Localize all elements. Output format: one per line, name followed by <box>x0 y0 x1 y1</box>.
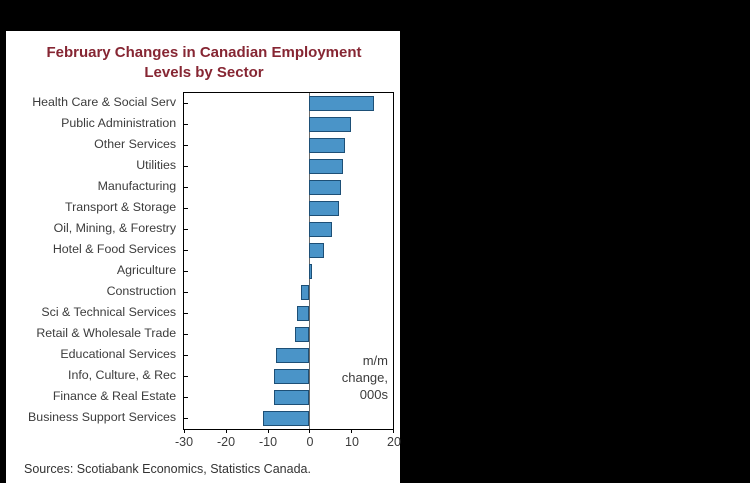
x-tick-label: -20 <box>216 434 236 449</box>
x-tick-label: 0 <box>306 434 314 449</box>
y-tick-mark <box>184 102 189 104</box>
category-label: Public Administration <box>61 115 177 130</box>
bar <box>309 95 375 111</box>
bar-row <box>184 387 393 408</box>
category-label: Hotel & Food Services <box>52 241 177 256</box>
y-tick-mark <box>184 144 189 146</box>
zero-axis-line <box>309 92 311 429</box>
x-tick-mark <box>225 428 227 433</box>
category-label: Oil, Mining, & Forestry <box>53 220 177 235</box>
y-tick-mark <box>184 354 189 356</box>
bar <box>276 347 310 363</box>
bar-row <box>184 177 393 198</box>
plot-area: m/m change, 000s <box>183 91 394 433</box>
category-labels: Health Care & Social Serv Public Administ… <box>14 92 183 428</box>
y-tick-mark <box>184 123 189 125</box>
x-tick-label: -10 <box>258 434 278 449</box>
bar <box>273 389 310 405</box>
y-tick-mark <box>184 396 189 398</box>
chart-card: February Changes in Canadian Employment … <box>6 31 401 483</box>
x-tick-mark <box>351 428 353 433</box>
bar-row <box>184 261 393 282</box>
y-tick-mark <box>184 312 189 314</box>
bar-row <box>184 114 393 135</box>
category-label: Transport & Storage <box>65 199 177 214</box>
y-tick-mark <box>184 333 189 335</box>
category-label: Health Care & Social Serv <box>32 94 177 109</box>
bar-row <box>184 282 393 303</box>
source-text: Sources: Scotiabank Economics, Statistic… <box>24 461 311 476</box>
bar-row <box>184 324 393 345</box>
x-tick-label: 10 <box>345 434 359 449</box>
category-label: Utilities <box>136 157 177 172</box>
chart-title-line1: February Changes in Canadian Employment <box>46 44 362 61</box>
x-tick-mark <box>309 428 311 433</box>
chart-title-line2: Levels by Sector <box>144 64 264 82</box>
bar-row <box>184 303 393 324</box>
bar-row <box>184 408 393 429</box>
bar <box>301 284 310 300</box>
axis-units-annotation: m/m change, 000s <box>342 352 388 403</box>
category-label: Other Services <box>94 136 177 151</box>
category-label: Business Support Services <box>28 409 177 424</box>
category-label: Retail & Wholesale Trade <box>36 325 177 340</box>
bar-row <box>184 135 393 156</box>
bar <box>294 326 310 342</box>
annotation-line: 000s <box>359 386 388 402</box>
y-tick-mark <box>184 228 189 230</box>
bar-row <box>184 345 393 366</box>
bar <box>309 179 341 195</box>
category-label: Construction <box>106 283 177 298</box>
bar <box>309 116 352 132</box>
bar-row <box>184 198 393 219</box>
y-tick-mark <box>184 417 189 419</box>
x-tick-mark <box>393 428 394 433</box>
category-label: Agriculture <box>116 262 177 277</box>
y-tick-mark <box>184 207 189 209</box>
x-tick-mark <box>184 428 186 433</box>
category-label: Educational Services <box>60 346 177 361</box>
bar <box>296 305 310 321</box>
x-tick-mark <box>267 428 269 433</box>
category-label: Finance & Real Estate <box>52 388 177 403</box>
annotation-line: m/m <box>362 352 388 368</box>
y-tick-mark <box>184 291 189 293</box>
y-tick-mark <box>184 165 189 167</box>
chart-title: February Changes in Canadian Employment … <box>14 43 394 84</box>
bar <box>273 368 310 384</box>
bar-row <box>184 156 393 177</box>
bar <box>309 137 345 153</box>
annotation-line: change, <box>341 369 388 385</box>
bar-row <box>184 219 393 240</box>
y-tick-mark <box>184 270 189 272</box>
y-tick-mark <box>184 249 189 251</box>
bar <box>309 158 343 174</box>
bar <box>263 410 310 426</box>
x-axis-labels: -30 -20 -10 0 10 20 <box>175 434 401 453</box>
category-label: Manufacturing <box>97 178 177 193</box>
bar-row <box>184 93 393 114</box>
y-tick-mark <box>184 375 189 377</box>
bar-row <box>184 366 393 387</box>
bar-chart: Health Care & Social Serv Public Administ… <box>14 91 394 433</box>
category-label: Sci & Technical Services <box>41 304 177 319</box>
bar <box>309 242 325 258</box>
bar <box>309 200 339 216</box>
category-label: Info, Culture, & Rec <box>68 367 177 382</box>
y-tick-mark <box>184 186 189 188</box>
x-tick-label: 20 <box>387 434 401 449</box>
bar-row <box>184 240 393 261</box>
x-tick-label: -30 <box>174 434 194 449</box>
bar <box>309 221 333 237</box>
bar <box>309 263 312 279</box>
